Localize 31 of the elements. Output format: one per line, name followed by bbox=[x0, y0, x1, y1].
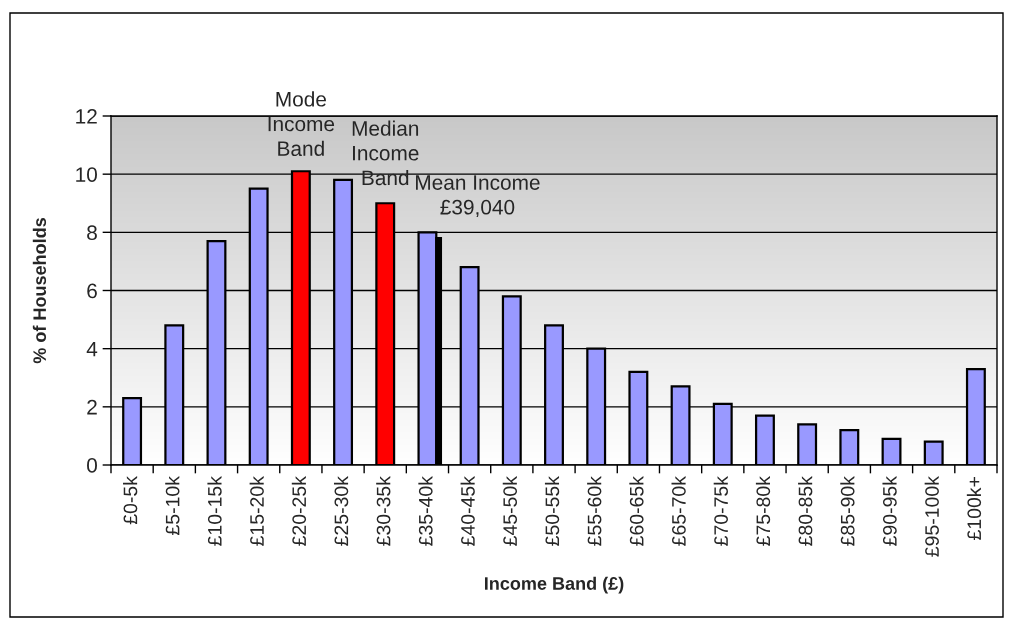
x-tick-label: £20-25k bbox=[291, 476, 307, 546]
x-tick-label: £35-40k bbox=[418, 476, 433, 546]
y-tick-label: 12 bbox=[76, 109, 97, 124]
x-tick-label: £70-75k bbox=[713, 476, 728, 546]
x-tick-label: £65-70k bbox=[671, 476, 686, 546]
x-tick-label: £10-15k bbox=[207, 476, 222, 546]
y-tick-label: 8 bbox=[87, 225, 97, 241]
x-tick-label: £60-65k bbox=[629, 476, 644, 546]
x-tick-label: £95-100k bbox=[924, 476, 939, 557]
y-tick-label: 10 bbox=[76, 167, 97, 182]
x-tick-label: £0-5k bbox=[123, 476, 138, 525]
x-tick-label: £5-10k bbox=[165, 476, 180, 536]
x-tick-label: £30-35k bbox=[376, 476, 391, 546]
x-tick-label: £25-30k bbox=[333, 476, 349, 546]
x-tick-label: £55-60k bbox=[587, 476, 602, 546]
x-tick-label: £40-45k bbox=[460, 476, 475, 546]
annotation: Mode Income Band bbox=[268, 91, 335, 157]
x-tick-label: £80-85k bbox=[798, 476, 813, 546]
y-tick-label: 0 bbox=[87, 458, 97, 473]
x-tick-label: £50-55k bbox=[544, 476, 560, 546]
y-tick-label: 2 bbox=[87, 399, 97, 415]
x-tick-label: £45-50k bbox=[502, 476, 518, 546]
x-tick-label: £75-80k bbox=[755, 476, 771, 546]
x-tick-label: £85-90k bbox=[840, 476, 855, 546]
x-axis-title: Income Band (£) bbox=[484, 576, 624, 594]
x-tick-label: £90-95k bbox=[882, 476, 897, 546]
y-axis-title: % of Households bbox=[32, 218, 47, 364]
x-tick-label: £100k+ bbox=[966, 477, 982, 540]
y-tick-label: 4 bbox=[86, 341, 98, 357]
x-tick-label: £15-20k bbox=[249, 476, 264, 546]
y-tick-label: 6 bbox=[87, 283, 97, 299]
